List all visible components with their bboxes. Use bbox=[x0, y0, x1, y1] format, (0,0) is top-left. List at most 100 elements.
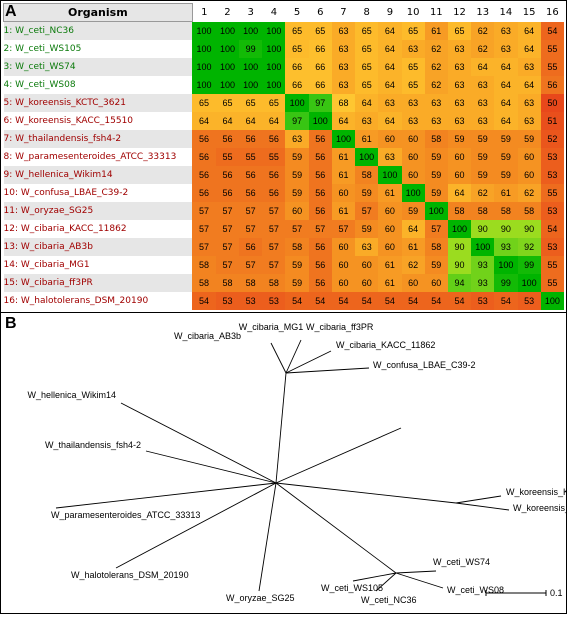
panel-a-label: A bbox=[5, 3, 17, 21]
heatmap-cell: 63 bbox=[425, 94, 448, 112]
tree-leaf-label: W_cibaria_ff3PR bbox=[306, 322, 374, 332]
col-header: 11 bbox=[425, 4, 448, 22]
tree-leaf-label: W_koreensis_KCTC_3621 bbox=[506, 487, 567, 497]
heatmap-cell: 60 bbox=[355, 256, 378, 274]
col-header: 3 bbox=[239, 4, 262, 22]
heatmap-cell: 66 bbox=[285, 58, 308, 76]
heatmap-cell: 57 bbox=[192, 238, 216, 256]
heatmap-cell: 58 bbox=[192, 274, 216, 292]
heatmap-cell: 56 bbox=[309, 166, 332, 184]
phylo-tree: W_cibaria_AB3bW_cibaria_MG1W_cibaria_ff3… bbox=[1, 313, 567, 613]
heatmap-cell: 57 bbox=[309, 220, 332, 238]
heatmap-cell: 56 bbox=[239, 166, 262, 184]
heatmap-cell: 59 bbox=[285, 256, 308, 274]
heatmap-cell: 90 bbox=[448, 238, 471, 256]
heatmap-cell: 54 bbox=[192, 292, 216, 310]
heatmap-cell: 57 bbox=[355, 202, 378, 220]
heatmap-cell: 63 bbox=[425, 112, 448, 130]
heatmap-cell: 51 bbox=[541, 112, 564, 130]
heatmap-cell: 63 bbox=[518, 94, 541, 112]
heatmap-cell: 99 bbox=[518, 256, 541, 274]
heatmap-cell: 61 bbox=[355, 130, 378, 148]
heatmap-cell: 65 bbox=[402, 22, 425, 41]
heatmap-cell: 60 bbox=[425, 274, 448, 292]
heatmap-cell: 56 bbox=[309, 130, 332, 148]
organism-label: 2: W_ceti_WS105 bbox=[4, 40, 193, 58]
heatmap-cell: 53 bbox=[471, 292, 494, 310]
heatmap-cell: 65 bbox=[448, 22, 471, 41]
heatmap-cell: 100 bbox=[262, 40, 285, 58]
tree-edge bbox=[286, 351, 331, 373]
heatmap-cell: 64 bbox=[494, 94, 517, 112]
heatmap-cell: 64 bbox=[378, 22, 401, 41]
heatmap-cell: 64 bbox=[448, 184, 471, 202]
figure: A Organism123456789101112131415161: W_ce… bbox=[0, 0, 567, 614]
heatmap-cell: 50 bbox=[541, 94, 564, 112]
heatmap-cell: 65 bbox=[402, 58, 425, 76]
heatmap-cell: 54 bbox=[448, 292, 471, 310]
organism-label: 5: W_koreensis_KCTC_3621 bbox=[4, 94, 193, 112]
heatmap-cell: 64 bbox=[262, 112, 285, 130]
heatmap-cell: 62 bbox=[471, 22, 494, 41]
heatmap-cell: 60 bbox=[518, 166, 541, 184]
heatmap-cell: 59 bbox=[425, 256, 448, 274]
heatmap-cell: 94 bbox=[448, 274, 471, 292]
heatmap-cell: 64 bbox=[332, 112, 355, 130]
heatmap-cell: 57 bbox=[262, 202, 285, 220]
heatmap-cell: 64 bbox=[494, 76, 517, 94]
heatmap-cell: 57 bbox=[216, 220, 239, 238]
heatmap-cell: 55 bbox=[239, 148, 262, 166]
tree-edge bbox=[456, 496, 501, 503]
heatmap-cell: 59 bbox=[494, 130, 517, 148]
heatmap-cell: 53 bbox=[262, 292, 285, 310]
heatmap-cell: 56 bbox=[192, 130, 216, 148]
tree-leaf-label: W_thailandensis_fsh4-2 bbox=[45, 440, 141, 450]
heatmap-cell: 90 bbox=[518, 220, 541, 238]
heatmap-cell: 100 bbox=[262, 22, 285, 41]
heatmap-cell: 59 bbox=[402, 202, 425, 220]
tree-leaf-label: W_ceti_WS74 bbox=[433, 557, 490, 567]
heatmap-cell: 60 bbox=[332, 256, 355, 274]
heatmap-cell: 100 bbox=[448, 220, 471, 238]
col-header: 5 bbox=[285, 4, 308, 22]
heatmap-cell: 66 bbox=[309, 58, 332, 76]
heatmap-cell: 53 bbox=[541, 238, 564, 256]
col-header: 15 bbox=[518, 4, 541, 22]
heatmap-cell: 58 bbox=[518, 202, 541, 220]
tree-edge bbox=[286, 340, 301, 373]
heatmap-cell: 57 bbox=[192, 202, 216, 220]
tree-edge bbox=[276, 483, 456, 503]
heatmap-cell: 64 bbox=[378, 76, 401, 94]
col-header: 1 bbox=[192, 4, 216, 22]
panel-a: A Organism123456789101112131415161: W_ce… bbox=[1, 1, 566, 313]
heatmap-cell: 99 bbox=[239, 40, 262, 58]
heatmap-cell: 63 bbox=[471, 94, 494, 112]
heatmap-cell: 64 bbox=[192, 112, 216, 130]
col-header: 10 bbox=[402, 4, 425, 22]
heatmap-cell: 63 bbox=[355, 238, 378, 256]
heatmap-cell: 63 bbox=[378, 148, 401, 166]
heatmap-cell: 60 bbox=[448, 148, 471, 166]
heatmap-cell: 59 bbox=[494, 166, 517, 184]
heatmap-cell: 63 bbox=[518, 58, 541, 76]
organism-label: 16: W_halotolerans_DSM_20190 bbox=[4, 292, 193, 310]
col-header: 14 bbox=[494, 4, 517, 22]
heatmap-cell: 65 bbox=[355, 22, 378, 41]
organism-label: 9: W_hellenica_Wikim14 bbox=[4, 166, 193, 184]
heatmap-cell: 63 bbox=[355, 112, 378, 130]
heatmap-cell: 55 bbox=[541, 256, 564, 274]
heatmap-cell: 100 bbox=[332, 130, 355, 148]
heatmap-cell: 55 bbox=[541, 184, 564, 202]
heatmap-cell: 62 bbox=[518, 184, 541, 202]
heatmap-cell: 56 bbox=[309, 256, 332, 274]
organism-label: 10: W_confusa_LBAE_C39-2 bbox=[4, 184, 193, 202]
tree-leaf-label: W_confusa_LBAE_C39-2 bbox=[373, 360, 476, 370]
heatmap-cell: 61 bbox=[378, 256, 401, 274]
heatmap-cell: 65 bbox=[355, 40, 378, 58]
heatmap-cell: 62 bbox=[425, 40, 448, 58]
heatmap-cell: 57 bbox=[192, 220, 216, 238]
heatmap-cell: 57 bbox=[285, 220, 308, 238]
heatmap-cell: 63 bbox=[402, 112, 425, 130]
heatmap-cell: 57 bbox=[216, 238, 239, 256]
heatmap-cell: 100 bbox=[355, 148, 378, 166]
